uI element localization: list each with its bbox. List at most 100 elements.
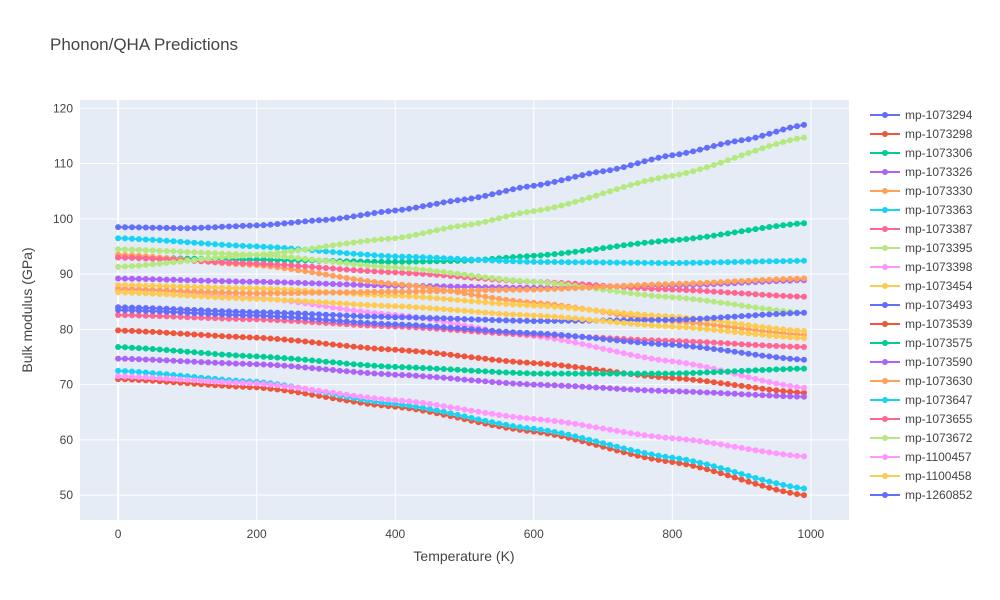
legend-item[interactable]: mp-1100458 — [870, 469, 972, 483]
legend-item[interactable]: mp-1073326 — [870, 165, 973, 179]
data-point — [613, 288, 620, 295]
data-point — [399, 288, 406, 295]
data-point — [385, 269, 392, 276]
data-point — [115, 235, 122, 242]
data-point — [669, 316, 676, 323]
data-point — [316, 340, 322, 346]
data-point — [572, 383, 579, 390]
legend-item[interactable]: mp-1073387 — [870, 222, 973, 236]
x-tick-label: 600 — [524, 527, 544, 541]
data-point — [627, 338, 634, 345]
legend[interactable]: mp-1073294 mp-1073298 mp-1073306 mp-1073326… — [870, 108, 973, 502]
legend-item[interactable]: mp-1073398 — [870, 260, 973, 274]
data-point — [184, 283, 191, 290]
data-point — [246, 334, 253, 341]
data-point — [586, 370, 593, 377]
legend-item[interactable]: mp-1073672 — [870, 431, 973, 445]
data-point — [745, 150, 752, 156]
data-point — [219, 284, 225, 291]
data-point — [676, 370, 683, 377]
data-point — [343, 360, 350, 367]
data-point — [697, 377, 703, 384]
legend-item[interactable]: mp-1073298 — [870, 127, 973, 141]
data-point — [607, 259, 613, 266]
data-point — [600, 440, 607, 447]
data-point — [544, 286, 551, 293]
data-point — [655, 312, 662, 319]
data-point — [129, 307, 135, 314]
data-point — [156, 357, 163, 364]
data-point — [426, 305, 433, 312]
data-point — [627, 320, 634, 327]
data-point — [530, 415, 537, 422]
legend-item[interactable]: mp-1073330 — [870, 184, 973, 198]
data-point — [704, 369, 710, 376]
data-point — [745, 374, 752, 381]
data-point — [205, 378, 212, 385]
legend-item[interactable]: mp-1073655 — [870, 412, 973, 426]
data-point — [406, 293, 413, 300]
data-point — [710, 389, 717, 396]
data-point — [115, 355, 122, 362]
data-point — [156, 291, 163, 298]
legend-item[interactable]: mp-1073590 — [870, 355, 973, 369]
data-point — [309, 245, 316, 252]
data-point — [329, 216, 336, 223]
data-point — [468, 326, 475, 333]
data-point — [115, 289, 122, 296]
legend-label: mp-1100458 — [905, 469, 972, 483]
data-point — [135, 374, 142, 381]
data-point — [496, 412, 503, 418]
data-point — [267, 361, 274, 368]
data-point — [274, 290, 281, 297]
legend-item[interactable]: mp-1073575 — [870, 336, 973, 350]
legend-swatch-marker — [882, 150, 888, 156]
legend-item[interactable]: mp-1260852 — [870, 488, 973, 502]
data-point — [787, 393, 794, 400]
data-point — [530, 370, 537, 377]
data-point — [780, 343, 787, 350]
data-point — [496, 257, 503, 264]
data-point — [489, 419, 496, 426]
data-point — [350, 361, 357, 368]
data-point — [288, 363, 295, 370]
data-point — [350, 312, 357, 319]
legend-item[interactable]: mp-1073454 — [870, 279, 973, 293]
legend-item[interactable]: mp-1073363 — [870, 203, 973, 217]
data-point — [710, 346, 717, 352]
data-point — [731, 229, 738, 236]
data-point — [593, 384, 600, 391]
data-point — [122, 312, 128, 319]
data-point — [336, 281, 343, 288]
legend-item[interactable]: mp-1073539 — [870, 317, 973, 331]
data-point — [600, 259, 607, 266]
legend-item[interactable]: mp-1073647 — [870, 393, 973, 407]
data-point — [676, 375, 683, 382]
data-point — [288, 248, 295, 255]
legend-item[interactable]: mp-1073306 — [870, 146, 973, 160]
data-point — [246, 295, 253, 302]
data-point — [600, 308, 607, 315]
legend-swatch-marker — [882, 207, 888, 213]
legend-item[interactable]: mp-1073395 — [870, 241, 973, 255]
data-point — [274, 313, 281, 320]
legend-item[interactable]: mp-1073493 — [870, 298, 973, 312]
data-point — [260, 361, 267, 368]
legend-item[interactable]: mp-1100457 — [870, 450, 972, 464]
data-point — [704, 326, 710, 333]
legend-item[interactable]: mp-1073294 — [870, 108, 973, 122]
legend-label: mp-1073672 — [905, 431, 973, 445]
data-point — [641, 340, 648, 346]
data-point — [551, 317, 558, 324]
data-point — [198, 310, 205, 317]
data-point — [440, 255, 447, 262]
data-point — [697, 438, 703, 445]
data-point — [322, 258, 329, 265]
data-point — [135, 282, 142, 289]
data-point — [440, 366, 447, 372]
data-point — [475, 309, 482, 315]
data-point — [565, 285, 572, 292]
data-point — [503, 311, 510, 318]
data-point — [704, 339, 710, 346]
legend-item[interactable]: mp-1073630 — [870, 374, 973, 388]
